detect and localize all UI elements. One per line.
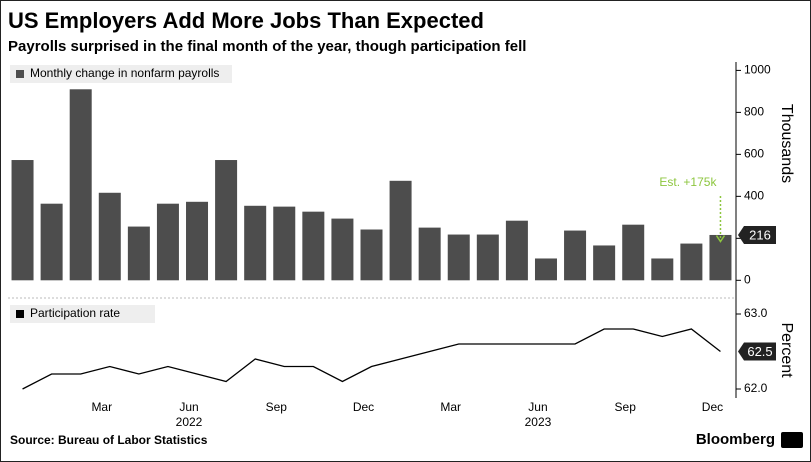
x-tick-label: Jun (179, 400, 198, 414)
x-tick-label: Mar (440, 400, 461, 414)
bar (331, 218, 354, 281)
bar (651, 258, 674, 281)
bar (447, 234, 470, 281)
chart-subtitle: Payrolls surprised in the final month of… (8, 38, 526, 55)
y-axis-label: Thousands (778, 104, 795, 183)
legend-swatch (16, 310, 24, 318)
brand: Bloomberg (696, 431, 775, 448)
y-tick-label: 800 (744, 105, 764, 119)
legend-label: Monthly change in nonfarm payrolls (30, 66, 219, 80)
bar (564, 230, 587, 281)
legend-swatch (16, 70, 24, 78)
bar (622, 224, 645, 281)
bar (302, 211, 325, 281)
y-axis-label: Percent (778, 322, 795, 378)
y-tick-label: 600 (744, 147, 764, 161)
bar (593, 245, 616, 281)
bar (127, 226, 150, 281)
chart-title: US Employers Add More Jobs Than Expected (8, 8, 484, 33)
bar (40, 203, 63, 281)
x-tick-label: Jun (528, 400, 547, 414)
bar (709, 234, 732, 281)
x-tick-label: Dec (702, 400, 723, 414)
brand-icon (781, 432, 803, 448)
bar (156, 203, 179, 281)
x-group-label: 2023 (525, 415, 552, 429)
y-tick-label: 63.0 (744, 306, 768, 320)
y-tick-label: 62.0 (744, 381, 768, 395)
value-tag-label: 62.5 (747, 344, 772, 359)
bar (505, 220, 528, 281)
y-tick-label: 1000 (744, 63, 771, 77)
estimate-label: Est. +175k (659, 175, 717, 189)
bar (476, 234, 499, 281)
bar (69, 89, 92, 281)
bar (11, 160, 34, 281)
legend-label: Participation rate (30, 306, 120, 320)
value-tag-label: 216 (749, 227, 771, 242)
source: Source: Bureau of Labor Statistics (10, 433, 208, 447)
x-tick-label: Mar (91, 400, 112, 414)
legend-box (10, 65, 232, 83)
bar (244, 205, 267, 281)
bar (680, 243, 703, 281)
x-group-label: 2022 (176, 415, 203, 429)
y-tick-label: 0 (744, 272, 751, 286)
y-tick-label: 400 (744, 189, 764, 203)
bar (389, 180, 412, 281)
bar (360, 229, 383, 281)
legend-box (10, 305, 155, 323)
bar (186, 201, 209, 281)
estimate-arrowhead (715, 235, 726, 243)
bar (534, 258, 557, 281)
bar (418, 227, 441, 281)
x-tick-label: Sep (266, 400, 288, 414)
value-tag (738, 225, 776, 244)
bar (215, 160, 238, 281)
bar (273, 206, 296, 281)
x-tick-label: Dec (353, 400, 374, 414)
x-tick-label: Sep (615, 400, 637, 414)
line (22, 328, 721, 390)
value-tag (738, 342, 776, 361)
bar (98, 192, 121, 281)
